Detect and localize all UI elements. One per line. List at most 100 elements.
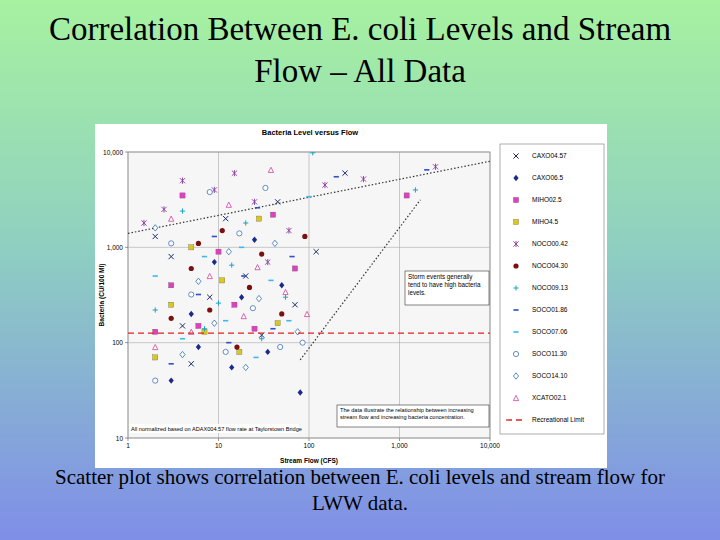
x-tick	[309, 438, 310, 441]
text-line: NOCO04.30	[532, 262, 568, 269]
legend-label: SOCO14.10	[532, 372, 568, 379]
data-point	[239, 247, 244, 249]
data-point	[229, 263, 234, 268]
data-point	[247, 285, 252, 290]
plot-marks	[128, 152, 490, 396]
legend-swatch	[513, 351, 518, 356]
data-point	[153, 275, 158, 277]
data-point	[424, 169, 429, 171]
legend-label: CAXO06.5	[532, 174, 563, 181]
legend-box	[500, 144, 604, 434]
limit-line	[128, 332, 490, 333]
data-point	[169, 363, 174, 365]
data-point	[252, 237, 257, 243]
data-point	[169, 241, 174, 246]
annotation-box	[337, 405, 489, 427]
data-point	[189, 361, 194, 366]
trend-line	[128, 161, 490, 233]
data-point	[207, 295, 212, 300]
data-point	[252, 326, 257, 331]
data-point	[265, 349, 270, 355]
y-tick-label: 10	[116, 435, 124, 442]
data-point	[180, 351, 185, 357]
x-tick-label: 100	[304, 442, 315, 449]
data-point	[226, 202, 231, 207]
x-grid-line	[399, 152, 400, 438]
text-line: Recreational Limit	[532, 416, 584, 423]
data-point	[286, 320, 291, 322]
y-tick	[125, 152, 128, 153]
data-point	[259, 251, 264, 256]
data-point	[180, 338, 185, 340]
y-grid-line	[128, 152, 490, 153]
data-point	[259, 336, 264, 341]
legend-swatch	[513, 309, 518, 311]
data-point	[234, 344, 239, 349]
x-tick	[490, 438, 491, 441]
plot-area	[128, 152, 490, 438]
legend-label: NOCO04.30	[532, 262, 568, 269]
data-point	[169, 302, 174, 307]
data-point	[404, 193, 409, 198]
y-tick	[125, 342, 128, 343]
data-point	[292, 302, 297, 307]
data-point	[314, 249, 319, 254]
legend-label: MIHO02.5	[532, 196, 562, 203]
data-point	[196, 278, 201, 284]
legend-swatch	[513, 395, 518, 400]
x-tick-label: 10	[215, 442, 223, 449]
data-point	[334, 176, 339, 178]
annotation: All normalized based on ADAX004.57 flow …	[131, 426, 302, 432]
text-line: SOCO11.30	[532, 350, 567, 357]
data-point	[256, 216, 261, 221]
legend-swatch	[513, 263, 518, 268]
data-point	[223, 216, 228, 221]
data-point	[298, 389, 303, 395]
legend-swatch	[513, 373, 518, 379]
data-point	[306, 196, 311, 198]
chart-panel	[95, 124, 607, 468]
slide-caption: Scatter plot shows correlation between E…	[40, 464, 680, 516]
data-point	[283, 289, 288, 294]
x-grid-line	[490, 152, 491, 438]
text-line: XCATO02.1	[532, 394, 567, 401]
x-axis-label: Stream Flow (CFS)	[280, 457, 338, 465]
data-point	[237, 231, 242, 236]
text-line: Storm events generally	[408, 273, 473, 281]
text-line: SOCO14.10	[532, 372, 568, 379]
data-point	[237, 349, 242, 354]
data-point	[202, 326, 207, 331]
legend-swatch	[513, 197, 518, 202]
data-point	[278, 344, 283, 349]
data-point	[223, 349, 228, 354]
y-tick	[125, 247, 128, 248]
legend-swatch	[513, 285, 518, 290]
data-point	[252, 199, 257, 205]
text-line: MIHO4.5	[532, 218, 558, 225]
data-point	[241, 313, 246, 318]
data-point	[196, 344, 201, 350]
data-point	[275, 199, 280, 204]
data-point	[153, 355, 158, 360]
x-grid-line	[218, 152, 219, 438]
data-point	[207, 189, 212, 194]
legend-swatch	[513, 241, 518, 247]
data-point	[180, 323, 185, 328]
chart: Bacteria Level versus Flow1101001,00010,…	[0, 0, 720, 540]
data-point	[189, 245, 194, 250]
text-line: CAXO06.5	[532, 174, 563, 181]
text-line: The data illustrate the relationship bet…	[340, 407, 474, 413]
data-point	[310, 152, 315, 155]
y-axis-label: Bacteria (CU/100 Ml)	[98, 264, 106, 327]
text-line: CAXO04.57	[532, 152, 567, 159]
data-point	[169, 316, 174, 321]
text-line: NOCO00.42	[532, 240, 568, 247]
legend-label: XCATO02.1	[532, 394, 567, 401]
data-point	[270, 212, 275, 217]
data-point	[180, 193, 185, 198]
data-point	[342, 171, 347, 176]
chart-title: Bacteria Level versus Flow	[262, 128, 358, 137]
data-point	[279, 282, 284, 288]
y-grid-line	[128, 247, 490, 248]
data-point	[216, 249, 221, 254]
